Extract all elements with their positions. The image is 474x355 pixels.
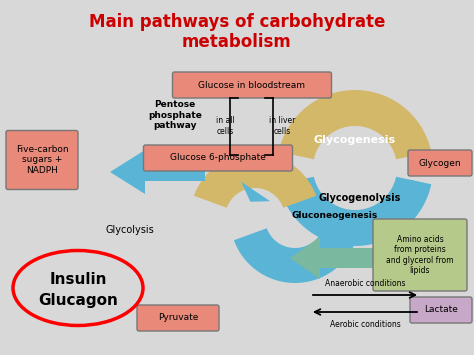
Text: metabolism: metabolism xyxy=(182,33,292,51)
Text: Glycogenesis: Glycogenesis xyxy=(314,135,396,145)
Text: Glucose in bloodstream: Glucose in bloodstream xyxy=(199,81,306,89)
Text: Amino acids
from proteins
and glycerol from
lipids: Amino acids from proteins and glycerol f… xyxy=(386,235,454,275)
Polygon shape xyxy=(110,150,205,194)
Ellipse shape xyxy=(13,251,143,326)
Text: in liver
cells: in liver cells xyxy=(269,116,295,136)
Text: Anaerobic conditions: Anaerobic conditions xyxy=(325,279,405,288)
Polygon shape xyxy=(284,135,317,155)
Text: Glycogen: Glycogen xyxy=(419,158,461,168)
Text: Glycolysis: Glycolysis xyxy=(106,225,155,235)
FancyBboxPatch shape xyxy=(410,297,472,323)
FancyBboxPatch shape xyxy=(6,131,78,190)
Polygon shape xyxy=(194,153,316,208)
Text: Pyruvate: Pyruvate xyxy=(158,313,198,322)
Polygon shape xyxy=(290,237,390,279)
Text: Five-carbon
sugars +
NADPH: Five-carbon sugars + NADPH xyxy=(16,145,68,175)
Text: Aerobic conditions: Aerobic conditions xyxy=(329,320,401,329)
Text: Gluconeogenesis: Gluconeogenesis xyxy=(292,211,378,219)
Text: Glycogenolysis: Glycogenolysis xyxy=(319,193,401,203)
Text: Pentose
phosphate
pathway: Pentose phosphate pathway xyxy=(148,100,202,130)
Text: Glucagon: Glucagon xyxy=(38,293,118,307)
FancyBboxPatch shape xyxy=(373,219,467,291)
Polygon shape xyxy=(280,182,309,202)
Text: Lactate: Lactate xyxy=(424,306,458,315)
FancyBboxPatch shape xyxy=(144,145,292,171)
Polygon shape xyxy=(279,90,431,159)
FancyBboxPatch shape xyxy=(408,150,472,176)
Polygon shape xyxy=(393,180,426,200)
Text: Main pathways of carbohydrate: Main pathways of carbohydrate xyxy=(89,13,385,31)
FancyBboxPatch shape xyxy=(173,72,331,98)
Text: Glucose 6-phosphate: Glucose 6-phosphate xyxy=(170,153,266,163)
Polygon shape xyxy=(241,182,270,202)
FancyBboxPatch shape xyxy=(137,305,219,331)
Polygon shape xyxy=(394,180,428,195)
Polygon shape xyxy=(279,177,431,246)
Polygon shape xyxy=(234,228,356,283)
Text: in all
cells: in all cells xyxy=(216,116,234,136)
Text: Insulin: Insulin xyxy=(49,273,107,288)
